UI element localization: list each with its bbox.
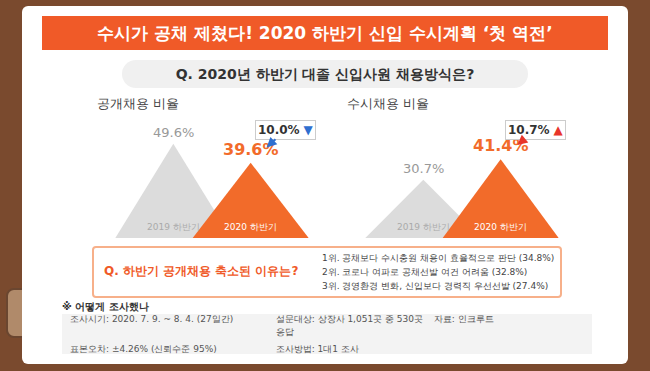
html-text:자료: 인크루트: 자료: 인크루트 <box>433 313 494 324</box>
html-text:※ 어떻게 조사했나: ※ 어떻게 조사했나 <box>62 301 149 312</box>
svg-text:30.7%: 30.7% <box>403 161 444 176</box>
html-text:설문대상: 상장사 1,051곳 중 530곳 응답: 설문대상: 상장사 1,051곳 중 530곳 응답 <box>275 313 423 337</box>
svg-text:공개채용 비율: 공개채용 비율 <box>97 96 179 111</box>
svg-text:2020 하반기: 2020 하반기 <box>474 222 527 232</box>
html-text:조사방법: 1대1 조사: 조사방법: 1대1 조사 <box>275 343 359 354</box>
svg-text:49.6%: 49.6% <box>153 125 194 140</box>
svg-text:수시채용 비율: 수시채용 비율 <box>347 96 429 111</box>
html-text:Q. 2020년 하반기 대졸 신입사원 채용방식은?: Q. 2020년 하반기 대졸 신입사원 채용방식은? <box>175 66 475 82</box>
html-text:수시가 공채 제쳤다! 2020 하반기 신입 수시계획 ‘: 수시가 공채 제쳤다! 2020 하반기 신입 수시계획 ‘첫 역전’ <box>97 23 553 43</box>
html-text:3위. 경영환경 변화, 신입보다 경력직 우선선발 (27: 3위. 경영환경 변화, 신입보다 경력직 우선선발 (27.4%) <box>322 281 549 291</box>
html-text:Q. 하반기 공개채용 축소된 이유는?: Q. 하반기 공개채용 축소된 이유는? <box>104 264 299 278</box>
svg-text:2020 하반기: 2020 하반기 <box>224 222 277 232</box>
svg-text:10.7% ▲: 10.7% ▲ <box>508 123 563 137</box>
html-text:1위. 공채보다 수시충원 채용이 효율적으로 판단 (34: 1위. 공채보다 수시충원 채용이 효율적으로 판단 (34.8%) <box>322 253 555 263</box>
svg-text:41.4%: 41.4% <box>473 136 529 155</box>
html-text:2위. 코로나 여파로 공채선발 여건 어려움 (32.8%: 2위. 코로나 여파로 공채선발 여건 어려움 (32.8%) <box>322 267 528 277</box>
html-text:조사시기: 2020. 7. 9. ~ 8. 4. (27일: 조사시기: 2020. 7. 9. ~ 8. 4. (27일간) <box>70 313 234 324</box>
svg-text:2019 하반기: 2019 하반기 <box>397 222 450 232</box>
svg-text:39.6%: 39.6% <box>223 140 279 159</box>
html-text:표본오차: ±4.26% (신뢰수준 95%): 표본오차: ±4.26% (신뢰수준 95%) <box>70 343 217 354</box>
svg-text:2019 하반기: 2019 하반기 <box>147 222 200 232</box>
svg-text:10.0% ▼: 10.0% ▼ <box>258 123 313 137</box>
